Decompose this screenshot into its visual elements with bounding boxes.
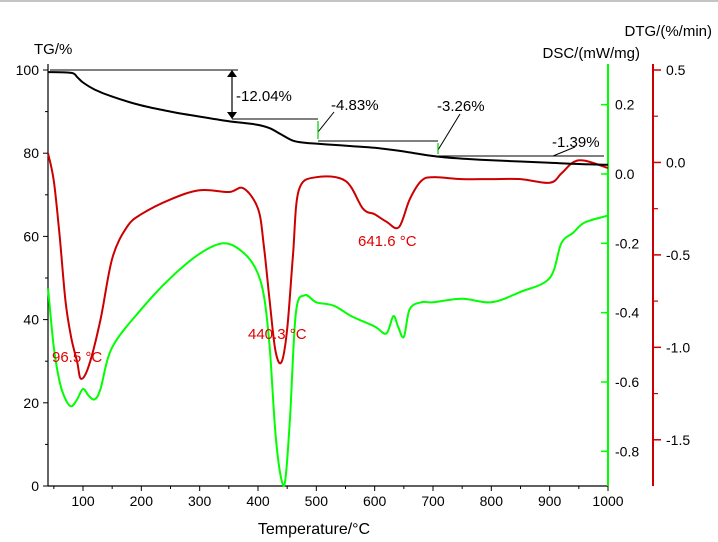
leader-4 (552, 146, 576, 157)
x-tick-label-100: 100 (71, 493, 95, 509)
tg-tick-label-80: 80 (23, 145, 39, 161)
dsc-tick-label-5: 0.2 (615, 97, 635, 113)
dsc-axis-ticks: -0.8 -0.6 -0.4 -0.2 0.0 0.2 (601, 97, 639, 459)
leader-2 (317, 111, 335, 133)
mass-loss-label-2: -4.83% (331, 97, 379, 114)
dsc-tick-label-0: -0.8 (615, 443, 639, 459)
tg-tick-label-20: 20 (23, 395, 39, 411)
x-tick-label-900: 900 (538, 493, 562, 509)
peak-label-96: 96.5 °C (52, 349, 102, 366)
dsc-tick-label-1: -0.6 (615, 374, 639, 390)
peak-label-440: 440.3 °C (248, 326, 307, 343)
tg-tick-label-60: 60 (23, 228, 39, 244)
dsc-tick-label-4: 0.0 (615, 166, 635, 182)
x-tick-label-400: 400 (246, 493, 270, 509)
leader-3 (437, 113, 461, 151)
tg-series-line (47, 71, 609, 166)
dtg-tick-label-4: 0.5 (666, 62, 686, 78)
tg-tick-label-40: 40 (23, 312, 39, 328)
x-axis-ticks: 100 200 300 400 500 600 700 800 900 1000 (53, 486, 624, 509)
dtg-tick-label-1: -1.0 (666, 339, 690, 355)
mass-loss-label-4: -1.39% (552, 134, 600, 151)
dtg-tick-label-2: -0.5 (666, 247, 690, 263)
x-tick-label-1000: 1000 (592, 493, 623, 509)
dtg-tick-label-0: -1.5 (666, 432, 690, 448)
peak-label-641: 641.6 °C (358, 233, 417, 250)
tg-axis-ticks: 0 20 40 60 80 100 (16, 62, 48, 494)
x-tick-label-800: 800 (480, 493, 504, 509)
mass-loss-guides (50, 69, 604, 157)
x-axis-title: Temperature/°C (258, 521, 370, 538)
mass-loss-label-3: -3.26% (437, 98, 485, 115)
axes-frame (47, 64, 654, 487)
step-1-arrow-up (227, 70, 237, 77)
x-tick-label-200: 200 (130, 493, 154, 509)
dtg-series-line (47, 152, 609, 380)
step-1-arrow-down (227, 112, 237, 119)
tg-tick-label-100: 100 (16, 62, 40, 78)
mass-loss-label-1: -12.04% (236, 88, 292, 105)
dsc-axis-title: DSC/(mW/mg) (543, 45, 641, 62)
dtg-axis-ticks: -1.5 -1.0 -0.5 0.0 0.5 (653, 62, 690, 448)
x-tick-label-700: 700 (421, 493, 445, 509)
tg-tick-label-0: 0 (31, 478, 39, 494)
tg-axis-title: TG/% (34, 41, 72, 58)
x-tick-label-500: 500 (305, 493, 329, 509)
dsc-tick-label-3: -0.2 (615, 235, 639, 251)
x-tick-label-600: 600 (363, 493, 387, 509)
x-tick-label-300: 300 (188, 493, 212, 509)
dtg-tick-label-3: 0.0 (666, 154, 686, 170)
dtg-axis-title: DTG/(%/min) (625, 23, 713, 40)
dsc-tick-label-2: -0.4 (615, 305, 639, 321)
dsc-series-line (47, 214, 609, 487)
